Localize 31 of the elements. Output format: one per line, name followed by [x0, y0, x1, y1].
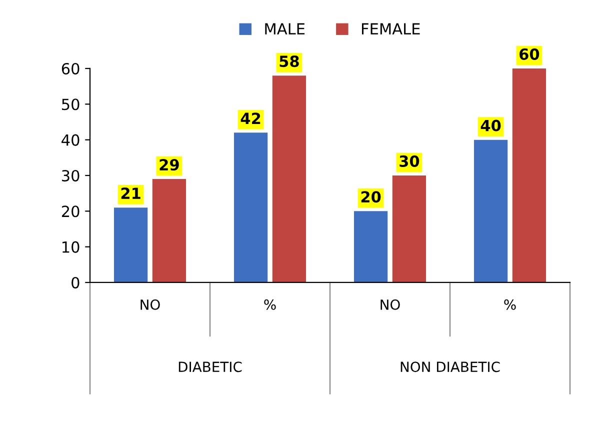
bar	[152, 179, 186, 282]
data-label: 20	[361, 191, 381, 203]
legend-label: MALE	[265, 23, 305, 34]
data-label: 21	[121, 188, 140, 199]
data-label: 29	[160, 158, 179, 171]
bar	[354, 211, 388, 282]
y-tick-label: 0	[72, 276, 80, 288]
legend-label: FEMALE	[362, 23, 420, 34]
data-label: 42	[240, 112, 260, 124]
y-tick-label: 40	[62, 134, 80, 146]
x-tick-label: NO	[140, 299, 160, 310]
data-label: 40	[480, 120, 501, 132]
y-tick-label: 10	[62, 241, 80, 253]
bar	[474, 140, 508, 282]
data-label: 58	[280, 56, 299, 68]
bar	[272, 76, 306, 282]
bar	[512, 68, 546, 282]
data-label: 30	[400, 155, 420, 167]
bar	[114, 208, 148, 282]
y-tick-label: 50	[62, 98, 80, 110]
x-tick-label: NO	[380, 299, 400, 310]
text: NON DIABETIC	[400, 362, 500, 372]
bar	[234, 132, 268, 282]
y-tick-label: 20	[62, 206, 80, 218]
data-label: 60	[520, 48, 540, 60]
text: DIABETIC	[178, 362, 242, 372]
y-tick-label: 60	[62, 62, 80, 74]
y-tick-label: 30	[62, 170, 80, 182]
x-tick-label: %	[264, 299, 276, 310]
bar	[392, 175, 426, 282]
x-tick-label: %	[504, 299, 516, 310]
